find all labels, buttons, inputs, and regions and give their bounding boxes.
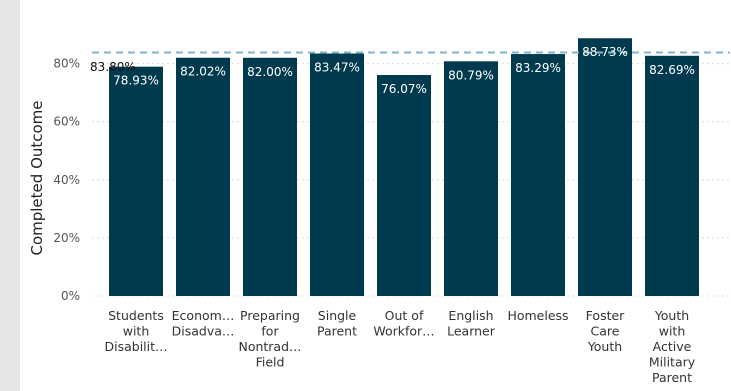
bar-data-label: 83.47% (314, 61, 360, 75)
y-tick-label: 20% (53, 231, 80, 245)
reference-line-label: 83.80% (90, 60, 136, 74)
bars (109, 38, 699, 297)
bar-data-label: 76.07% (381, 82, 427, 96)
category-label: Homeless (507, 308, 568, 323)
bar[interactable] (176, 57, 230, 296)
bar[interactable] (511, 54, 565, 297)
category-label: Out of Workfor… (373, 308, 434, 339)
left-gray-strip (0, 0, 20, 391)
bar-data-label: 82.69% (649, 63, 695, 77)
y-tick-label: 60% (53, 115, 80, 129)
bar[interactable] (109, 66, 163, 297)
category-label: Students with Disabilit… (104, 308, 167, 354)
category-label: Youth with Active Military Parent (649, 308, 696, 385)
y-tick-label: 40% (53, 173, 80, 187)
bar[interactable] (310, 53, 364, 296)
bar-data-label: 83.29% (515, 61, 561, 75)
bar[interactable] (243, 57, 297, 296)
bar-data-label: 82.02% (180, 65, 226, 79)
category-label: Foster Care Youth (586, 308, 625, 354)
category-label: Econom… Disadva… (172, 308, 235, 339)
category-label: English Learner (447, 308, 496, 339)
bar-data-label: 80.79% (448, 68, 494, 82)
category-label: Single Parent (317, 308, 357, 339)
y-tick-label: 0% (61, 289, 80, 303)
bar[interactable] (377, 75, 431, 296)
data-labels: 78.93% 82.02% 82.00% 83.47% 76.07% 80.79% 83.2… (113, 45, 695, 96)
bar[interactable] (645, 55, 699, 296)
reference-line-layer: 83.80% (90, 51, 730, 74)
bar-data-label: 88.73% (582, 45, 628, 59)
bar-data-label: 82.00% (247, 65, 293, 79)
category-labels: Students with Disabilit…Econom… Disadva…Pre… (104, 308, 695, 385)
bar-data-label: 78.93% (113, 74, 159, 88)
y-axis-title: Completed Outcome (28, 100, 46, 255)
bar[interactable] (444, 61, 498, 296)
y-axis-ticks: 0% 20% 40% 60% 80% (53, 57, 80, 303)
bar[interactable] (578, 38, 632, 296)
category-label: Preparing for Nontrad… Field (238, 308, 301, 370)
y-tick-label: 80% (53, 57, 80, 71)
